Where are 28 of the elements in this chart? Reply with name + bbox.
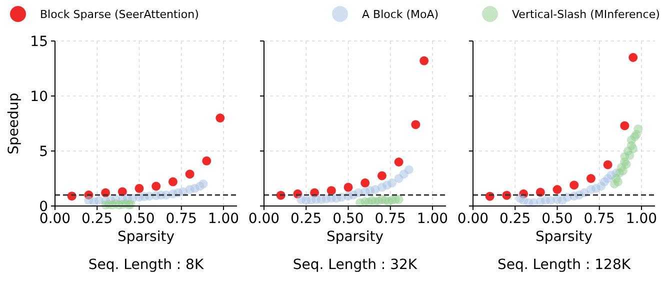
x-tick-label: 0.75 xyxy=(584,211,615,227)
x-tick-label: 0.75 xyxy=(166,211,197,227)
x-tick-label: 0.25 xyxy=(500,211,531,227)
y-tick-label: 15 xyxy=(30,34,48,50)
x-tick-label: 0.25 xyxy=(290,211,322,227)
x-tick-label: 0.00 xyxy=(248,211,280,227)
legend-label: A Block (MoA) xyxy=(362,8,439,21)
x-tick-label: 0.00 xyxy=(39,211,71,227)
y-tick-label: 10 xyxy=(30,89,48,105)
legend-label: Vertical-Slash (MInference) xyxy=(512,8,660,21)
text: Seq. Length : 32K xyxy=(292,257,418,273)
x-tick-label: 0.25 xyxy=(82,211,113,227)
text: Seq. Length : 128K xyxy=(497,257,632,273)
x-tick-label: 1.00 xyxy=(626,211,658,227)
x-tick-label: 0.50 xyxy=(332,211,364,227)
x-axis-title: Sparsity xyxy=(117,229,175,245)
x-tick-label: 1.00 xyxy=(208,211,240,227)
x-axis-title: Sparsity xyxy=(326,229,384,245)
text: Seq. Length : 8K xyxy=(88,257,204,273)
x-tick-label: 0.50 xyxy=(124,211,155,227)
x-tick-label: 0.50 xyxy=(542,211,573,227)
x-axis-title: Sparsity xyxy=(535,229,593,245)
x-tick-label: 0.00 xyxy=(457,211,489,227)
y-axis-title: Speedup xyxy=(6,92,22,154)
x-tick-label: 0.75 xyxy=(374,211,406,227)
y-tick-label: 5 xyxy=(39,144,48,160)
x-tick-label: 1.00 xyxy=(416,211,448,227)
legend-label: Block Sparse (SeerAttention) xyxy=(40,8,199,21)
